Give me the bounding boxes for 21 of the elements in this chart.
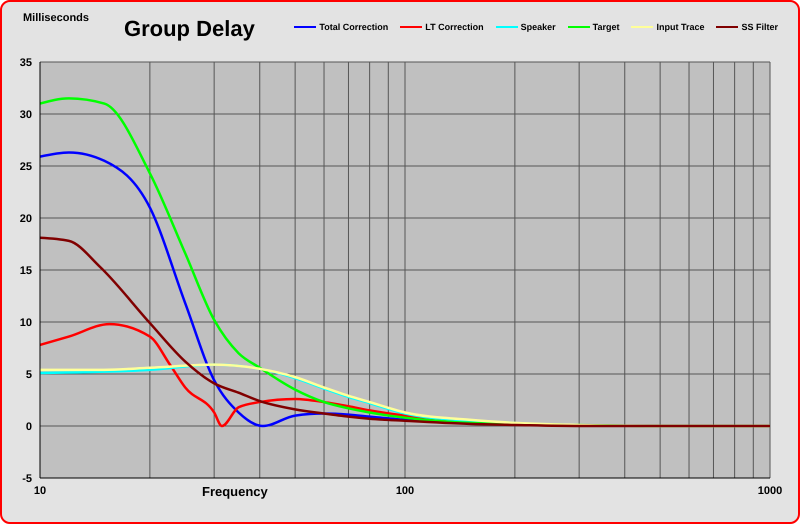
y-tick-label: 25	[20, 160, 32, 173]
legend-label: LT Correction	[425, 22, 484, 32]
x-tick-label: 10	[34, 484, 46, 497]
y-tick-label: 0	[26, 420, 32, 433]
legend-label: Speaker	[520, 22, 556, 32]
legend-label: Input Trace	[656, 22, 704, 32]
y-tick-label: 35	[20, 56, 32, 69]
legend-label: Target	[592, 22, 620, 32]
y-tick-label: 30	[20, 108, 32, 121]
legend-label: SS Filter	[741, 22, 778, 32]
x-tick-label: 100	[396, 484, 414, 497]
chart-title: Group Delay	[124, 16, 255, 42]
x-tick-label: 1000	[758, 484, 782, 497]
y-tick-label: -5	[22, 472, 32, 485]
y-axis-title: Milliseconds	[23, 12, 90, 24]
y-tick-label: 10	[20, 316, 32, 329]
x-axis-title: Frequency	[202, 484, 268, 499]
legend-label: Total Correction	[319, 22, 388, 32]
y-tick-label: 20	[20, 212, 32, 225]
y-tick-label: 5	[26, 368, 32, 381]
y-tick-label: 15	[20, 264, 32, 277]
